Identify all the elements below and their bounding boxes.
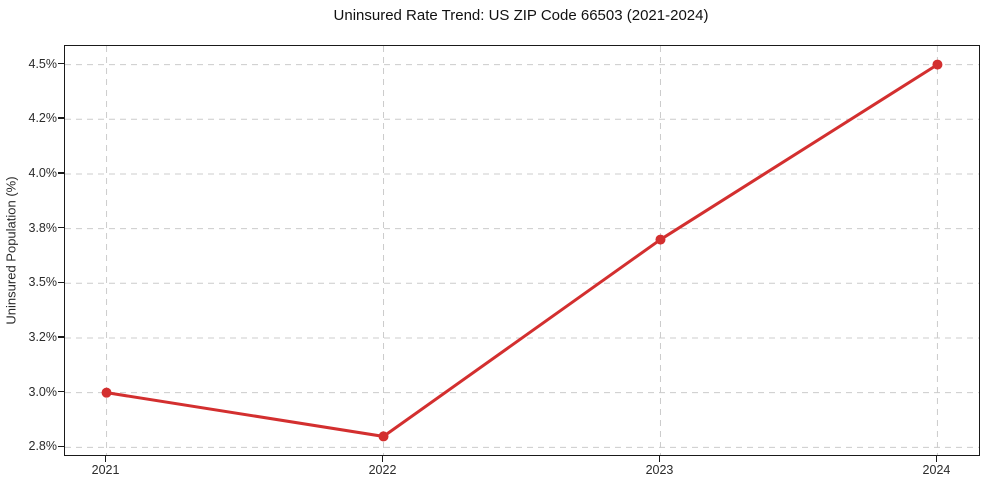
y-tick-mark: [58, 172, 64, 174]
y-tick-mark: [58, 390, 64, 393]
plot-area: [64, 45, 980, 456]
x-tick-label: 2024: [922, 463, 951, 477]
line-chart-svg: [65, 46, 979, 455]
y-tick-mark: [58, 336, 64, 338]
y-tick-label: 4.2%: [28, 111, 58, 126]
x-tick-mark: [658, 455, 661, 462]
x-tick-label: 2023: [645, 463, 674, 477]
x-tick-mark: [935, 455, 938, 462]
y-tick-label: 3.2%: [28, 329, 58, 344]
data-point: [378, 431, 389, 442]
y-tick-mark: [58, 226, 64, 229]
y-tick-label: 3.8%: [28, 220, 58, 235]
y-tick-mark: [58, 117, 64, 120]
data-point: [655, 234, 666, 245]
data-point: [932, 59, 943, 70]
x-tick-label: 2021: [91, 463, 120, 477]
y-tick-label: 4.5%: [28, 56, 58, 71]
y-tick-label: 4.0%: [28, 165, 58, 180]
x-tick-mark: [104, 455, 107, 462]
y-tick-mark: [58, 62, 64, 65]
y-tick-label: 3.0%: [28, 384, 58, 399]
chart-title: Uninsured Rate Trend: US ZIP Code 66503 …: [333, 7, 709, 24]
x-tick-mark: [381, 455, 384, 462]
y-tick-label: 3.5%: [28, 275, 58, 290]
data-point: [101, 387, 112, 398]
x-tick-label: 2022: [368, 463, 397, 477]
y-tick-label: 2.8%: [28, 439, 58, 454]
y-tick-mark: [58, 281, 64, 284]
trend-line: [105, 63, 939, 438]
y-tick-mark: [58, 445, 64, 448]
